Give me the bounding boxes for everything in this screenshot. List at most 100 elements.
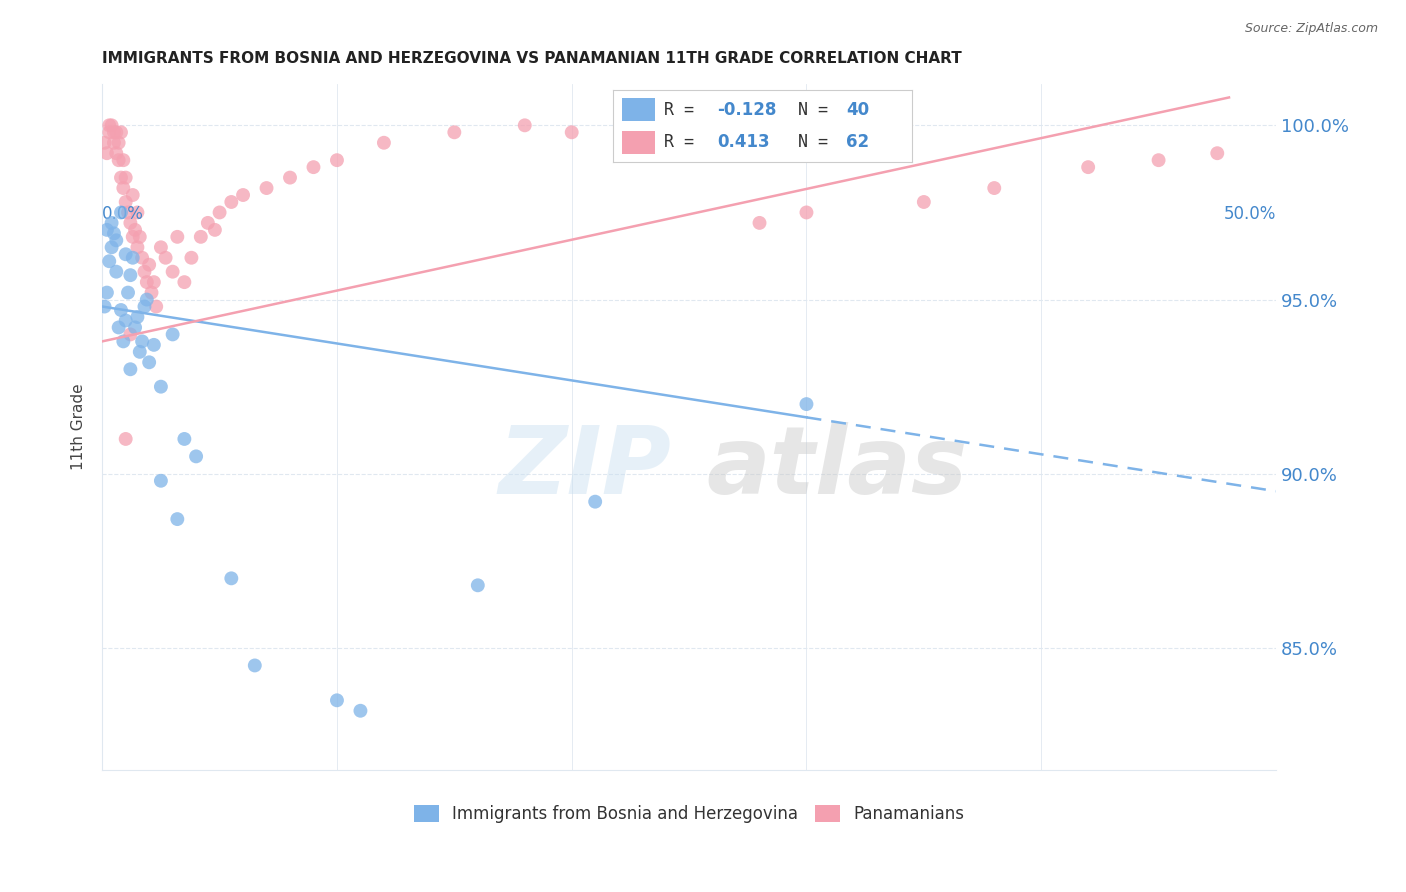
- Text: Source: ZipAtlas.com: Source: ZipAtlas.com: [1244, 22, 1378, 36]
- Point: [796, 397, 818, 411]
- Point: [112, 334, 135, 349]
- Point: [107, 153, 129, 168]
- Point: [678, 136, 700, 150]
- Point: [98, 125, 121, 139]
- Point: [149, 379, 172, 393]
- Y-axis label: 11th Grade: 11th Grade: [72, 384, 86, 470]
- Point: [190, 230, 212, 244]
- Point: [120, 268, 142, 282]
- Point: [467, 578, 489, 592]
- Point: [121, 251, 143, 265]
- Point: [93, 136, 115, 150]
- Point: [166, 512, 188, 526]
- Point: [256, 181, 278, 195]
- Point: [124, 320, 146, 334]
- Point: [443, 125, 465, 139]
- Point: [1077, 160, 1099, 174]
- Point: [184, 450, 207, 464]
- Point: [96, 285, 118, 300]
- Point: [105, 265, 128, 279]
- Text: 50.0%: 50.0%: [1223, 205, 1277, 223]
- Point: [103, 125, 125, 139]
- Point: [232, 188, 254, 202]
- Point: [173, 275, 195, 289]
- Point: [583, 494, 606, 508]
- Legend: Immigrants from Bosnia and Herzegovina, Panamanians: Immigrants from Bosnia and Herzegovina, …: [413, 805, 965, 823]
- Point: [561, 125, 583, 139]
- Point: [127, 240, 149, 254]
- Text: 0.0%: 0.0%: [103, 205, 143, 223]
- Point: [173, 432, 195, 446]
- Point: [326, 693, 349, 707]
- Point: [105, 125, 128, 139]
- Point: [748, 216, 770, 230]
- Point: [149, 474, 172, 488]
- Point: [162, 265, 184, 279]
- Point: [326, 153, 349, 168]
- Point: [513, 119, 536, 133]
- Point: [162, 327, 184, 342]
- Point: [114, 432, 136, 446]
- Point: [221, 571, 243, 585]
- Point: [117, 285, 139, 300]
- Point: [103, 227, 125, 241]
- Point: [142, 275, 165, 289]
- Point: [302, 160, 325, 174]
- Point: [100, 240, 122, 254]
- Point: [110, 125, 132, 139]
- Point: [105, 146, 128, 161]
- Point: [128, 230, 150, 244]
- Point: [983, 181, 1005, 195]
- Point: [135, 275, 157, 289]
- Point: [141, 285, 163, 300]
- Point: [134, 265, 156, 279]
- Point: [349, 704, 371, 718]
- Point: [1147, 153, 1170, 168]
- Point: [149, 240, 172, 254]
- Point: [112, 153, 135, 168]
- Point: [112, 181, 135, 195]
- Point: [100, 119, 122, 133]
- Point: [912, 194, 935, 209]
- Point: [114, 247, 136, 261]
- Point: [131, 251, 153, 265]
- Point: [120, 362, 142, 376]
- Point: [128, 344, 150, 359]
- Point: [243, 658, 266, 673]
- Point: [278, 170, 301, 185]
- Point: [114, 170, 136, 185]
- Point: [127, 310, 149, 324]
- Point: [373, 136, 395, 150]
- Point: [98, 254, 121, 268]
- Point: [120, 216, 142, 230]
- Point: [120, 327, 142, 342]
- Point: [100, 216, 122, 230]
- Point: [124, 223, 146, 237]
- Point: [134, 300, 156, 314]
- Point: [138, 258, 160, 272]
- Point: [121, 230, 143, 244]
- Point: [121, 188, 143, 202]
- Point: [110, 205, 132, 219]
- Point: [131, 334, 153, 349]
- Point: [105, 233, 128, 247]
- Point: [221, 194, 243, 209]
- Point: [142, 338, 165, 352]
- Point: [107, 136, 129, 150]
- Point: [110, 303, 132, 318]
- Point: [180, 251, 202, 265]
- Point: [145, 300, 167, 314]
- Point: [796, 205, 818, 219]
- Point: [93, 300, 115, 314]
- Point: [117, 205, 139, 219]
- Point: [204, 223, 226, 237]
- Point: [1206, 146, 1229, 161]
- Point: [166, 230, 188, 244]
- Point: [98, 119, 121, 133]
- Point: [107, 320, 129, 334]
- Point: [197, 216, 219, 230]
- Point: [110, 170, 132, 185]
- Point: [96, 223, 118, 237]
- Point: [127, 205, 149, 219]
- Point: [114, 313, 136, 327]
